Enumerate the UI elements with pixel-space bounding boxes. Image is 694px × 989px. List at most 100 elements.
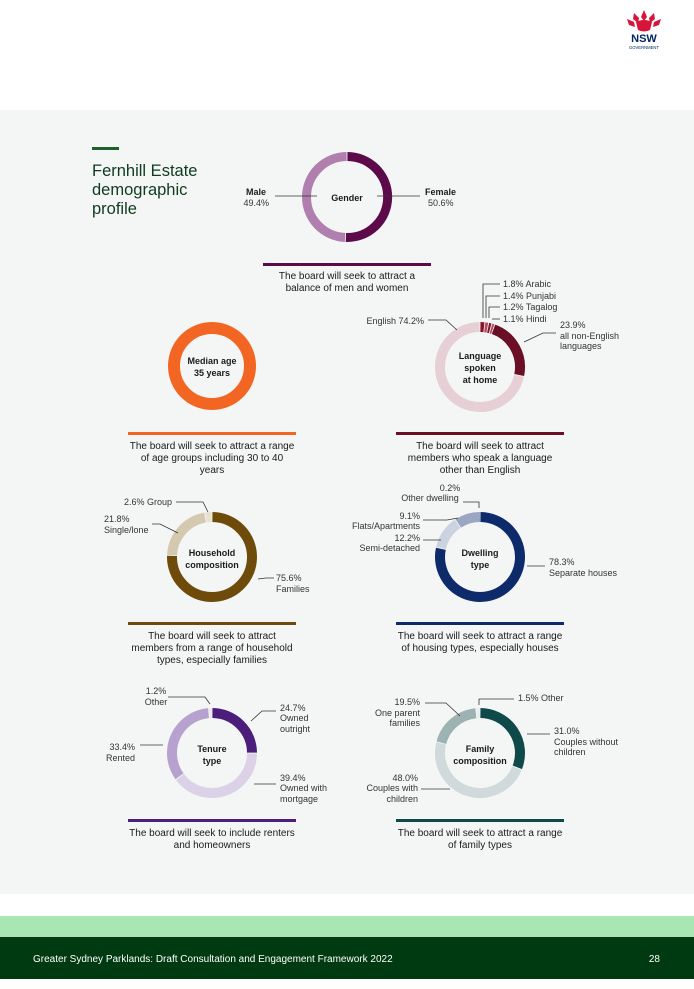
separate-value: 78.3% — [549, 557, 575, 567]
donut-slice-flats-apartments — [455, 512, 480, 528]
separate-name: Separate houses — [549, 568, 618, 578]
language-center-line3: at home — [463, 375, 498, 385]
oneparent-line1: One parent — [375, 708, 421, 718]
gender-center: Gender — [331, 193, 363, 203]
english-leader — [428, 319, 458, 331]
household-center-line1: Household — [189, 548, 236, 558]
single-name: Single/lone — [104, 525, 149, 535]
tagalog-leader — [488, 306, 500, 318]
with-line2: children — [386, 794, 418, 804]
oneparent-value: 19.5% — [394, 697, 420, 707]
donut-slice-one-parent-families — [436, 708, 477, 745]
arabic-label: 1.8% Arabic — [503, 279, 552, 289]
nonenglish-leader — [523, 332, 556, 343]
mortgage-line1: Owned with — [280, 783, 327, 793]
punjabi-leader — [485, 295, 500, 318]
group-leader — [176, 501, 209, 513]
tagalog-label: 1.2% Tagalog — [503, 302, 557, 312]
otherdwelling-name: Other dwelling — [401, 493, 459, 503]
mortgage-value: 39.4% — [280, 773, 306, 783]
otherdwelling-leader — [463, 501, 480, 508]
tenure-rule — [128, 819, 296, 822]
female-name: Female — [425, 187, 456, 197]
group-label: 2.6% Group — [124, 497, 172, 507]
without-line2: children — [554, 747, 586, 757]
language-center-line2: spoken — [464, 363, 496, 373]
donut-ring-full — [168, 322, 256, 410]
rented-name: Rented — [106, 753, 135, 763]
english-label: English 74.2% — [366, 316, 424, 326]
semi-value: 12.2% — [394, 533, 420, 543]
dwelling-center-line2: type — [471, 560, 490, 570]
donut-slice-female — [345, 152, 393, 242]
dwelling-rule — [396, 622, 564, 625]
punjabi-label: 1.4% Punjabi — [503, 291, 556, 301]
without-line1: Couples without — [554, 737, 619, 747]
footer-text: Greater Sydney Parklands: Draft Consulta… — [33, 954, 393, 965]
nsw-waratah-logo: NSW GOVERNMENT — [627, 10, 661, 50]
donut-slice-couples-with-children — [435, 742, 522, 798]
families-value: 75.6% — [276, 573, 302, 583]
oneparent-leader — [425, 702, 461, 717]
nonenglish-value: 23.9% — [560, 320, 586, 330]
flats-value: 9.1% — [399, 511, 420, 521]
with-value: 48.0% — [392, 773, 418, 783]
otherdwelling-value: 0.2% — [440, 483, 461, 493]
family-center-line2: composition — [453, 756, 507, 766]
outright-line1: Owned — [280, 713, 309, 723]
rented-value: 33.4% — [109, 742, 135, 752]
donut-slice-semi-detached — [436, 519, 461, 550]
gender-rule — [263, 263, 431, 266]
household-donut — [167, 512, 257, 602]
family-caption: The board will seek to attract a range o… — [397, 828, 563, 851]
tenureother-value: 1.2% — [146, 686, 167, 696]
mortgage-line2: mortgage — [280, 794, 318, 804]
age-rule — [128, 432, 296, 435]
donut-slice-single-lone — [167, 512, 207, 556]
male-name: Male — [246, 187, 266, 197]
with-line1: Couples with — [366, 783, 418, 793]
logo-text: NSW — [631, 33, 657, 45]
female-value: 50.6% — [428, 198, 454, 208]
nonenglish-line1: all non-English — [560, 331, 619, 341]
familyother-leader — [478, 698, 514, 705]
language-donut — [435, 322, 525, 412]
single-value: 21.8% — [104, 514, 130, 524]
household-caption: The board will seek to attract members f… — [131, 631, 293, 666]
donut-slice-all-non-english-languages — [491, 324, 525, 377]
families-name: Families — [276, 584, 310, 594]
dwelling-donut — [435, 511, 525, 602]
donut-slice-owned-outright — [212, 708, 257, 753]
donut-slice-hindi — [489, 323, 495, 334]
language-caption: The board will seek to attract members w… — [407, 441, 553, 476]
family-rule — [396, 819, 564, 822]
footer-band — [0, 916, 694, 937]
tenureother-leader — [168, 696, 211, 705]
logo-subtext: GOVERNMENT — [629, 45, 659, 50]
donut-slice-families — [167, 512, 257, 602]
hindi-label: 1.1% Hindi — [503, 314, 547, 324]
families-leader — [257, 577, 274, 580]
tenure-caption: The board will seek to include renters a… — [129, 828, 295, 851]
family-donut — [435, 708, 525, 798]
household-center-line2: composition — [185, 560, 239, 570]
outright-value: 24.7% — [280, 703, 306, 713]
donut-slice-separate-houses — [435, 512, 525, 602]
dwelling-caption: The board will seek to attract a range o… — [397, 631, 563, 654]
outright-line2: outright — [280, 724, 311, 734]
male-value: 49.4% — [243, 198, 269, 208]
age-caption: The board will seek to attract a range o… — [129, 441, 295, 476]
age-donut — [168, 322, 256, 410]
single-leader — [152, 523, 179, 534]
without-value: 31.0% — [554, 726, 580, 736]
tenure-donut — [167, 708, 257, 798]
flats-name: Flats/Apartments — [352, 521, 421, 531]
language-rule — [396, 432, 564, 435]
nonenglish-line2: languages — [560, 341, 602, 351]
outright-leader — [250, 710, 276, 722]
donut-slice-rented — [167, 708, 210, 780]
gender-caption: The board will seek to attract a balance… — [278, 271, 416, 294]
family-center-line1: Family — [466, 744, 495, 754]
page-title: Fernhill Estate demographic profile — [92, 162, 198, 218]
